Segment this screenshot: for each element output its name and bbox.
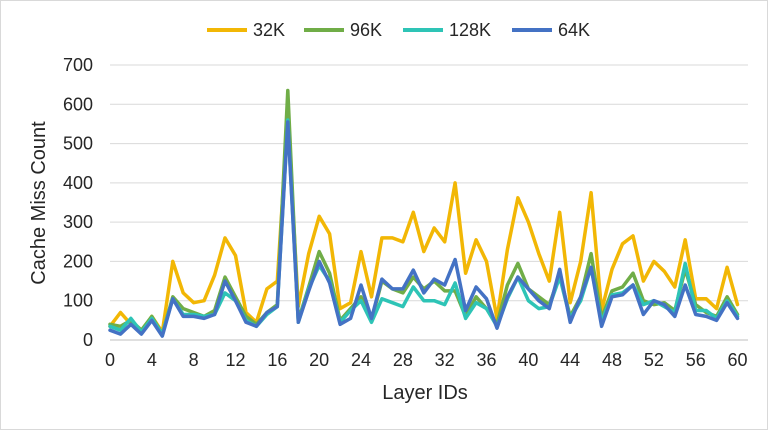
x-tick-label: 4 [147,350,157,370]
x-tick-label: 0 [105,350,115,370]
legend-label: 128K [449,20,491,40]
y-axis-title: Cache Miss Count [28,121,50,285]
x-axis-title: Layer IDs [382,382,468,404]
y-tick-label: 300 [63,212,93,232]
x-tick-label: 48 [602,350,622,370]
x-tick-label: 24 [351,350,371,370]
x-tick-label: 16 [267,350,287,370]
x-tick-label: 40 [518,350,538,370]
x-tick-label: 12 [225,350,245,370]
y-tick-labels: 0 100 200 300 400 500 600 700 [63,55,93,350]
series-line-32k [108,114,740,334]
y-tick-label: 400 [63,173,93,193]
legend-label: 64K [558,20,590,40]
x-tick-label: 36 [477,350,497,370]
legend-label: 96K [350,20,382,40]
legend-label: 32K [253,20,285,40]
x-tick-label: 60 [728,350,748,370]
series-lines [108,88,740,338]
y-tick-label: 100 [63,291,93,311]
x-tick-label: 52 [644,350,664,370]
x-tick-label: 32 [435,350,455,370]
y-tick-label: 500 [63,134,93,154]
x-tick-label: 20 [309,350,329,370]
x-tick-labels: 0 4 8 12 16 20 24 28 32 36 40 44 48 52 56 60 [105,350,748,370]
y-tick-label: 200 [63,251,93,271]
series-line-64k [108,120,740,338]
x-tick-label: 44 [560,350,580,370]
y-tick-label: 0 [83,330,93,350]
x-tick-label: 28 [393,350,413,370]
y-tick-label: 600 [63,94,93,114]
x-tick-label: 8 [189,350,199,370]
legend: 32K 96K 128K 64K [207,20,590,40]
y-tick-label: 700 [63,55,93,75]
x-tick-label: 56 [686,350,706,370]
